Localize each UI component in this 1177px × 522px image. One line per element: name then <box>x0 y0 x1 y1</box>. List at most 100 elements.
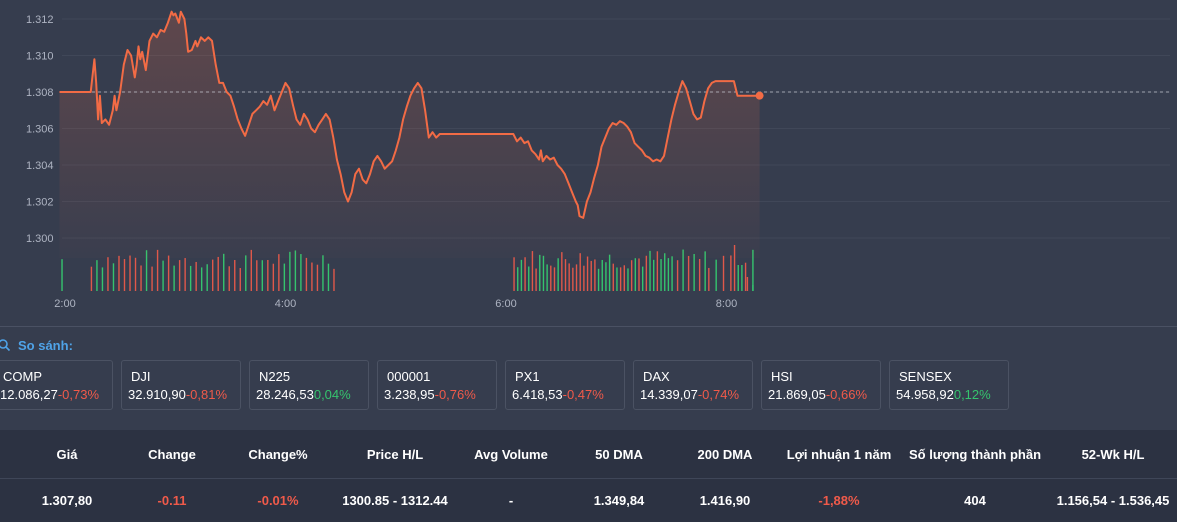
stats-header-cell: Số lượng thành phần <box>908 447 1042 462</box>
ticker-quote: 6.418,53-0,47% <box>506 387 624 402</box>
volume-bar <box>535 268 537 291</box>
volume-bar <box>630 260 633 291</box>
volume-bar <box>129 255 131 291</box>
volume-bar <box>322 255 324 291</box>
stats-value-cell: 1300.85 - 1312.44 <box>342 493 448 508</box>
volume-bar <box>140 265 142 291</box>
volume-bar <box>524 257 526 291</box>
stats-value-cell: -0.11 <box>157 493 187 508</box>
stats-header-cell: 200 DMA <box>697 447 753 462</box>
volume-bar <box>671 256 673 291</box>
volume-bar <box>156 249 159 291</box>
volume-bar <box>162 260 164 291</box>
volume-bar <box>528 266 530 291</box>
volume-bar <box>256 260 258 291</box>
volume-bar <box>206 264 208 291</box>
ticker-card-dax[interactable]: DAX 14.339,07-0,74% <box>633 360 753 410</box>
last-price-marker[interactable] <box>755 91 764 100</box>
volume-bar <box>623 265 625 291</box>
volume-bar <box>612 263 614 291</box>
volume-bar <box>217 256 219 291</box>
volume-bar <box>634 258 637 291</box>
ticker-card-comp[interactable]: COMP 12.086,27-0,73% <box>0 360 113 410</box>
ticker-card-hsi[interactable]: HSI 21.869,05-0,66% <box>761 360 881 410</box>
stats-header-cell: 52-Wk H/L <box>1081 447 1145 462</box>
volume-bar <box>687 255 690 291</box>
volume-bar <box>664 253 666 291</box>
ticker-card-px1[interactable]: PX1 6.418,53-0,47% <box>505 360 625 410</box>
volume-bar <box>184 258 186 291</box>
volume-bar <box>173 265 175 291</box>
volume-bar <box>722 255 725 291</box>
y-tick-label: 1.306 <box>26 124 54 136</box>
volume-bar <box>597 268 600 291</box>
volume-bar <box>531 251 534 291</box>
volume-bar <box>656 251 659 291</box>
ticker-change: -0,81% <box>185 387 228 402</box>
ticker-name: PX1 <box>515 369 540 384</box>
volume-bar <box>546 264 548 291</box>
ticker-change: -0,76% <box>434 387 476 402</box>
volume-bar <box>737 264 739 291</box>
volume-bar <box>228 266 230 291</box>
ticker-name: COMP <box>3 369 42 384</box>
volume-bar <box>195 261 197 291</box>
volume-bar <box>212 259 214 291</box>
stats-header-cell: Price H/L <box>366 447 424 462</box>
stats-value-cell: 404 <box>964 493 986 508</box>
stats-table: Giá Change Change% Price H/L Avg Volume 50 DM… <box>0 430 1177 522</box>
volume-bar <box>272 263 275 291</box>
price-chart[interactable]: 1.312 1.310 1.308 1.306 1.304 1.302 1.300 2:00 4… <box>0 0 1177 326</box>
volume-bar <box>96 260 98 291</box>
ticker-card-n225[interactable]: N225 28.246,530,04% <box>249 360 369 410</box>
stats-value-cell: - <box>508 493 514 508</box>
volume-bar <box>660 259 662 291</box>
price-line[interactable] <box>59 10 760 219</box>
volume-bar <box>520 259 523 291</box>
stats-value-cell: 1.349,84 <box>593 493 645 508</box>
volume-bar <box>682 249 684 291</box>
volume-bar <box>90 266 93 291</box>
chart-svg[interactable]: 1.312 1.310 1.308 1.306 1.304 1.302 1.300 2:00 4… <box>0 0 1177 326</box>
volume-bar <box>542 255 545 291</box>
volume-bar <box>283 263 286 291</box>
volume-bar <box>733 245 736 291</box>
y-tick-label: 1.308 <box>26 87 54 99</box>
ticker-value: 14.339,07 <box>640 387 698 402</box>
ticker-value: 54.958,92 <box>896 387 954 402</box>
volume-bar <box>61 259 63 291</box>
volume-bar <box>278 254 280 291</box>
volume-bar <box>741 265 743 291</box>
ticker-card-sensex[interactable]: SENSEX 54.958,920,12% <box>889 360 1009 410</box>
ticker-name: N225 <box>259 369 291 384</box>
ticker-name: HSI <box>771 369 793 384</box>
volume-bar <box>619 267 622 291</box>
ticker-name: DJI <box>131 369 151 384</box>
stats-value-cell: -0.01% <box>257 493 299 508</box>
ticker-card-000001[interactable]: 000001 3.238,95-0,76% <box>377 360 497 410</box>
ticker-quote: 28.246,530,04% <box>250 387 368 402</box>
y-tick-label: 1.312 <box>26 14 54 26</box>
volume-bar <box>649 250 651 291</box>
volume-bar <box>572 267 574 291</box>
stats-value-cell: 1.307,80 <box>41 493 93 508</box>
search-icon <box>0 338 11 352</box>
volume-bar <box>594 259 596 291</box>
ticker-value: 21.869,05 <box>768 387 826 402</box>
volume-bar <box>638 258 640 291</box>
volume-bar <box>189 265 192 291</box>
volume-bar <box>744 262 747 291</box>
volume-bar <box>167 255 170 291</box>
stats-value-cell: -1,88% <box>818 493 860 508</box>
ticker-name: SENSEX <box>899 369 952 384</box>
y-tick-label: 1.304 <box>26 160 54 172</box>
volume-bar <box>608 254 611 291</box>
volume-bar <box>294 250 297 291</box>
ticker-card-dji[interactable]: DJI 32.910,90-0,81% <box>121 360 241 410</box>
volume-bar <box>575 264 578 291</box>
volume-bar <box>200 267 203 291</box>
price-area <box>59 11 760 259</box>
stats-header-cell: Avg Volume <box>474 447 548 462</box>
volume-bar <box>653 259 655 291</box>
compare-section: So sánh: COMP 12.086,27-0,73% DJI 32.910,90… <box>0 326 1177 430</box>
